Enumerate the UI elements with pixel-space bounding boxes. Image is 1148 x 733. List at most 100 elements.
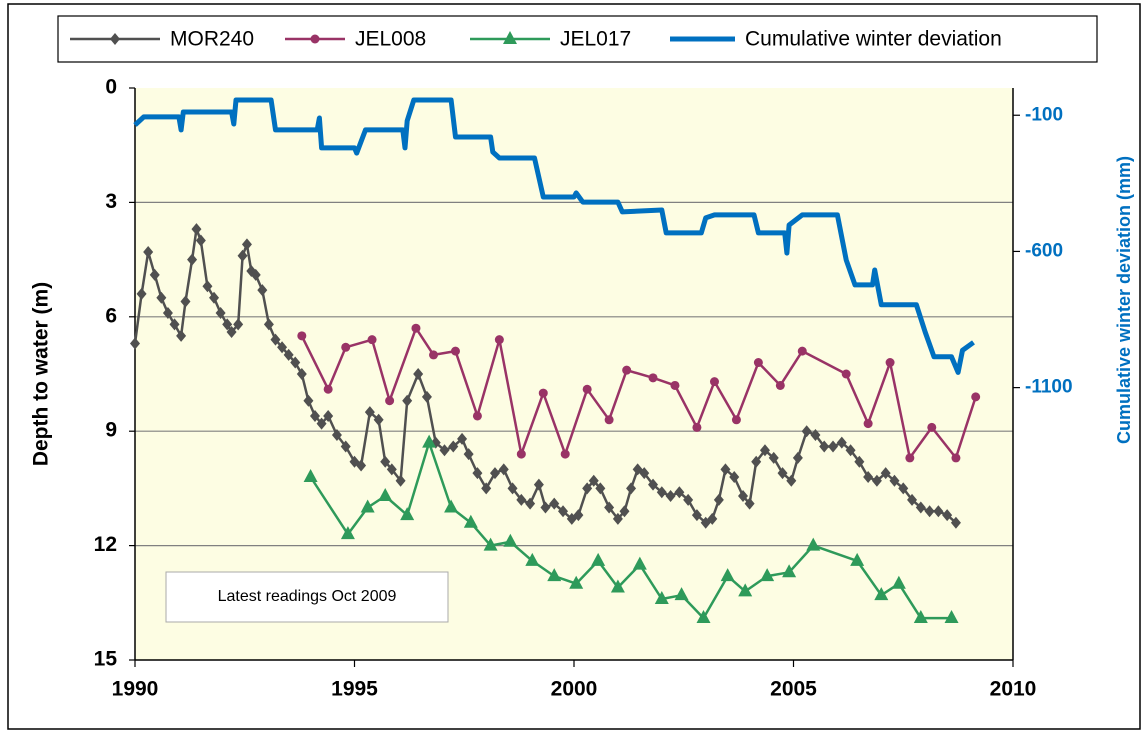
point (729, 470, 740, 483)
point (422, 434, 437, 448)
point (626, 482, 637, 495)
point (738, 583, 753, 597)
series (303, 434, 959, 624)
point (913, 610, 928, 624)
point (850, 552, 865, 566)
point (421, 390, 432, 403)
point (411, 323, 421, 333)
point (395, 474, 406, 487)
point (558, 505, 569, 518)
series-line (133, 97, 975, 375)
annotation: Latest readings Oct 2009 (218, 588, 397, 605)
point (309, 409, 320, 422)
point (222, 318, 233, 331)
point (297, 331, 307, 341)
y2-axis-title: Cumulative winter deviation (mm) (1114, 156, 1134, 444)
point (863, 470, 874, 483)
y-tick-label: 9 (105, 419, 117, 442)
point (481, 482, 492, 495)
point (378, 488, 393, 502)
point (439, 444, 450, 457)
point (836, 436, 847, 449)
point (494, 335, 504, 345)
point (648, 478, 659, 491)
point (595, 482, 606, 495)
point (233, 318, 244, 331)
point (215, 306, 226, 319)
point (874, 587, 889, 601)
point (806, 537, 821, 551)
point (356, 459, 367, 472)
series (297, 323, 981, 463)
y-tick-label: 15 (94, 648, 118, 671)
point (797, 346, 807, 356)
point (612, 512, 623, 525)
series (130, 223, 961, 529)
point (619, 505, 630, 518)
y2-tick-label: -600 (1025, 240, 1063, 261)
point (885, 358, 895, 368)
y-tick-label: 12 (94, 533, 117, 556)
point (156, 291, 167, 304)
point (828, 440, 839, 453)
point (136, 287, 147, 300)
point (924, 505, 935, 518)
point (665, 490, 676, 503)
point (691, 509, 702, 522)
point (656, 486, 667, 499)
point (263, 318, 274, 331)
point (573, 509, 584, 522)
point (591, 552, 606, 566)
point (871, 474, 882, 487)
point (639, 467, 650, 480)
point (777, 467, 788, 480)
y2-tick-label: -100 (1025, 104, 1063, 125)
point (674, 587, 689, 601)
legend (57, 15, 1098, 63)
point (360, 499, 375, 513)
point (907, 493, 918, 506)
point (540, 501, 551, 514)
legend-marker (110, 33, 120, 45)
point (386, 463, 397, 476)
point (845, 444, 856, 457)
y-tick-label: 3 (105, 190, 117, 213)
point (720, 568, 735, 582)
point (463, 514, 478, 528)
point (648, 373, 658, 383)
point (720, 463, 731, 476)
point (237, 249, 248, 262)
point (472, 411, 482, 421)
point (364, 406, 375, 419)
point (792, 451, 803, 464)
point (751, 455, 762, 468)
point (143, 245, 154, 258)
point (341, 342, 351, 352)
point (202, 280, 213, 293)
point (604, 415, 614, 425)
point (450, 346, 460, 356)
point (323, 384, 333, 394)
point (654, 590, 669, 604)
point (516, 493, 527, 506)
x-tick-label: 2005 (770, 678, 817, 701)
point (316, 417, 327, 430)
point (176, 329, 187, 342)
point (162, 306, 173, 319)
point (209, 291, 220, 304)
point (819, 440, 830, 453)
point (782, 564, 797, 578)
point (380, 455, 391, 468)
point (483, 537, 498, 551)
point (516, 449, 526, 459)
point (709, 377, 719, 387)
point (257, 284, 268, 297)
point (538, 388, 548, 398)
x-tick-label: 2000 (551, 678, 598, 701)
point (498, 463, 509, 476)
point (547, 568, 562, 582)
x-tick-label: 1990 (112, 678, 159, 701)
point (915, 501, 926, 514)
point (402, 394, 413, 407)
